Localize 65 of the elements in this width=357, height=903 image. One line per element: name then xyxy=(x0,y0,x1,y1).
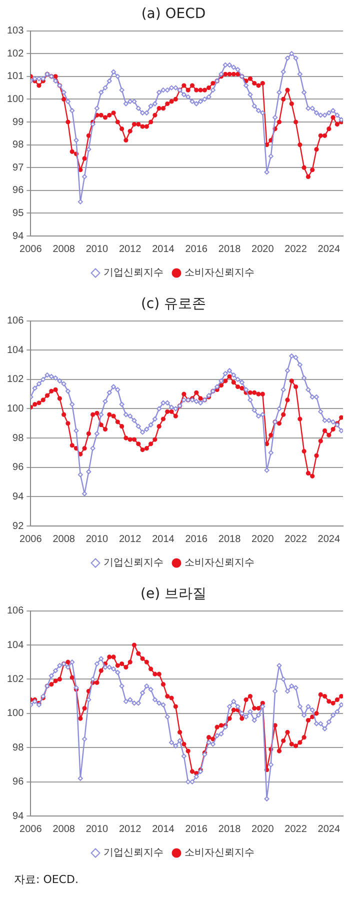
x-tick-label: 2010 xyxy=(86,824,109,835)
x-tick-label: 2016 xyxy=(185,534,208,545)
x-tick-label: 2012 xyxy=(118,534,142,545)
chart-title: (e) 브라질 xyxy=(140,586,206,602)
y-tick-label: 94 xyxy=(12,491,24,502)
chart-title: (c) 유로존 xyxy=(140,296,206,312)
legend-label: 기업신뢰지수 xyxy=(104,268,164,279)
y-tick-label: 106 xyxy=(6,316,24,327)
y-tick-label: 98 xyxy=(12,432,24,444)
x-tick-label: 2014 xyxy=(152,534,175,545)
chart-title: (a) OECD xyxy=(141,6,206,22)
legend-label: 기업신뢰지수 xyxy=(104,558,164,569)
y-tick-label: 102 xyxy=(6,674,24,685)
y-tick-label: 98 xyxy=(12,140,24,151)
x-tick-label: 2010 xyxy=(86,244,109,255)
x-tick-label: 2018 xyxy=(218,244,242,255)
x-tick-label: 2006 xyxy=(20,534,42,545)
y-tick-label: 100 xyxy=(6,708,24,720)
x-tick-label: 2008 xyxy=(52,534,76,545)
x-tick-label: 2024 xyxy=(318,244,340,255)
x-tick-label: 2008 xyxy=(52,244,76,255)
legend-label: 기업신뢰지수 xyxy=(104,848,164,859)
x-tick-label: 2012 xyxy=(118,244,142,255)
y-tick-label: 102 xyxy=(6,48,24,60)
y-tick-label: 94 xyxy=(12,230,24,242)
y-tick-label: 103 xyxy=(6,26,24,37)
y-tick-label: 100 xyxy=(6,94,24,105)
x-tick-label: 2008 xyxy=(52,824,76,835)
x-tick-label: 2018 xyxy=(218,824,242,835)
y-tick-label: 102 xyxy=(6,374,24,386)
x-tick-label: 2022 xyxy=(284,534,308,545)
y-tick-label: 98 xyxy=(12,742,24,754)
y-tick-label: 92 xyxy=(12,520,24,532)
y-tick-label: 99 xyxy=(12,116,24,128)
x-tick-label: 2012 xyxy=(118,824,142,835)
x-tick-label: 2006 xyxy=(20,824,42,835)
x-tick-label: 2022 xyxy=(284,244,308,255)
x-tick-label: 2024 xyxy=(318,534,340,545)
x-tick-label: 2018 xyxy=(218,534,242,545)
x-tick-label: 2016 xyxy=(185,824,208,835)
legend-label: 소비자신뢰지수 xyxy=(184,268,254,279)
x-tick-label: 2020 xyxy=(252,244,274,255)
y-tick-label: 97 xyxy=(12,162,24,174)
y-tick-label: 104 xyxy=(6,640,24,651)
x-tick-label: 2020 xyxy=(252,534,274,545)
y-tick-label: 106 xyxy=(6,606,24,617)
y-tick-label: 104 xyxy=(6,344,24,356)
x-tick-label: 2016 xyxy=(185,244,208,255)
x-tick-label: 2010 xyxy=(86,534,109,545)
x-tick-label: 2022 xyxy=(284,824,308,835)
y-tick-label: 101 xyxy=(6,71,24,82)
y-tick-label: 96 xyxy=(12,776,24,788)
y-tick-label: 96 xyxy=(12,462,24,474)
x-tick-label: 2014 xyxy=(152,824,175,835)
legend-label: 소비자신뢰지수 xyxy=(184,848,254,859)
legend-label: 소비자신뢰지수 xyxy=(184,558,254,569)
y-tick-label: 94 xyxy=(12,810,24,822)
x-tick-label: 2006 xyxy=(20,244,42,255)
y-tick-label: 95 xyxy=(12,208,24,219)
x-tick-label: 2014 xyxy=(152,244,175,255)
y-tick-label: 100 xyxy=(6,403,24,414)
x-tick-label: 2024 xyxy=(318,824,340,835)
y-tick-label: 96 xyxy=(12,185,24,196)
text: 자료: OECD. xyxy=(13,872,80,887)
x-tick-label: 2020 xyxy=(252,824,274,835)
